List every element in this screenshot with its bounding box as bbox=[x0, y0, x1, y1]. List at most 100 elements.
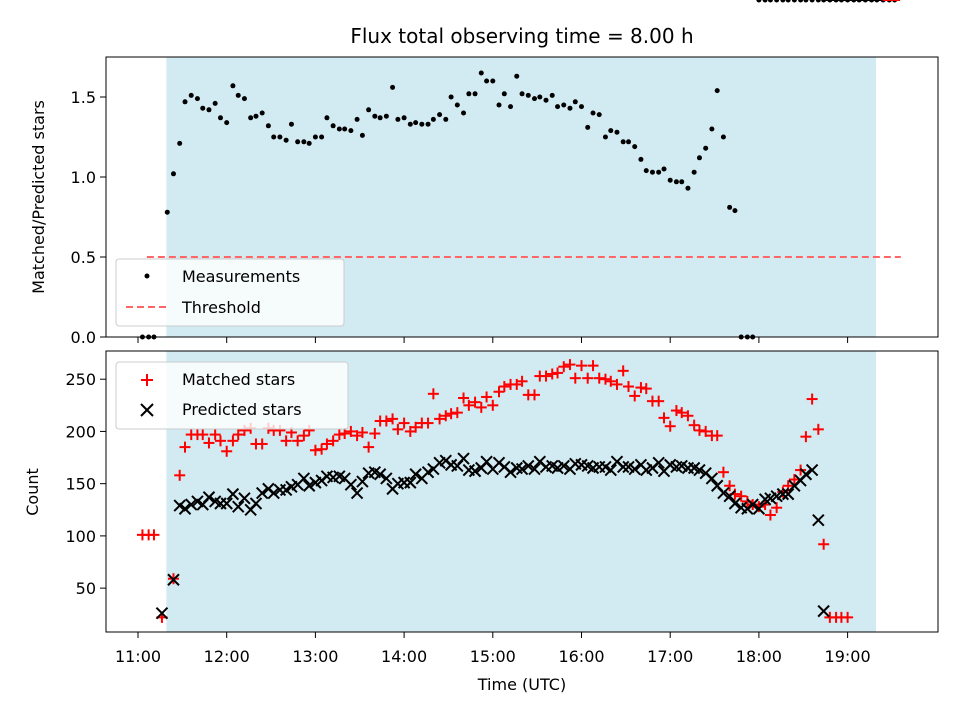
measurement-point bbox=[164, 209, 170, 215]
measurement-point bbox=[667, 177, 673, 183]
measurement-point bbox=[514, 73, 520, 79]
measurement-point bbox=[803, 0, 809, 3]
y-tick-label: 150 bbox=[65, 475, 96, 494]
matched-stars-point bbox=[558, 361, 570, 373]
matched-stars-point bbox=[582, 372, 594, 384]
count-panel-frame bbox=[105, 350, 939, 633]
matched-stars-point bbox=[298, 430, 310, 442]
measurement-point bbox=[714, 88, 720, 94]
measurement-point bbox=[656, 169, 662, 175]
measurement-point bbox=[425, 121, 431, 127]
matched-stars-point bbox=[676, 407, 688, 419]
matched-stars-point bbox=[688, 419, 700, 431]
matched-stars-point bbox=[475, 401, 487, 413]
measurement-point bbox=[762, 0, 768, 3]
measurement-point bbox=[496, 102, 502, 108]
predicted-stars-point bbox=[799, 468, 813, 481]
measurement-point bbox=[649, 169, 655, 175]
measurement-point bbox=[454, 102, 460, 108]
measurement-point bbox=[200, 105, 206, 111]
y-tick-label: 50 bbox=[76, 579, 96, 598]
matched-stars-point bbox=[203, 437, 215, 449]
count-marks bbox=[136, 0, 901, 623]
ratio-legend-box bbox=[115, 258, 345, 327]
measurement-point bbox=[472, 91, 478, 97]
measurement-point bbox=[306, 140, 312, 146]
y-tick-label: 250 bbox=[65, 370, 96, 389]
ratio-marks bbox=[139, 0, 901, 340]
matched-stars-point bbox=[546, 368, 558, 380]
x-tick-label: 19:00 bbox=[825, 647, 871, 666]
measurement-point bbox=[235, 92, 241, 98]
measurement-point bbox=[212, 100, 218, 106]
x-axis-label: Time (UTC) bbox=[477, 675, 566, 694]
matched-stars-point bbox=[693, 424, 705, 436]
measurement-point bbox=[703, 145, 709, 151]
matched-stars-point bbox=[623, 381, 635, 393]
x-tick-label: 12:00 bbox=[204, 647, 250, 666]
measurement-point bbox=[461, 110, 467, 116]
matched-stars-point bbox=[658, 412, 670, 424]
y-tick-label: 0.0 bbox=[71, 328, 96, 347]
x-tick-label: 13:00 bbox=[292, 647, 338, 666]
predicted-stars-point bbox=[350, 486, 364, 500]
measurement-point bbox=[354, 116, 360, 122]
x-tick-label: 16:00 bbox=[558, 647, 604, 666]
measurement-point bbox=[572, 99, 578, 105]
predicted-stars-point bbox=[728, 497, 742, 510]
measurement-point bbox=[484, 78, 490, 84]
matched-stars-point bbox=[463, 399, 475, 411]
measurement-point bbox=[590, 110, 596, 116]
matched-stars-point bbox=[440, 410, 452, 422]
matched-stars-point bbox=[174, 469, 186, 481]
predicted-stars-point bbox=[155, 606, 169, 620]
measurement-point bbox=[732, 208, 738, 214]
predicted-stars-point bbox=[373, 468, 387, 481]
predicted-stars-point bbox=[693, 463, 706, 477]
measurement-point bbox=[696, 155, 702, 161]
predicted-stars-point bbox=[185, 498, 198, 511]
measurement-point bbox=[596, 112, 602, 118]
matched-stars-point bbox=[800, 431, 812, 443]
measurement-point bbox=[177, 140, 183, 146]
matched-stars-point bbox=[735, 490, 747, 502]
count-y-axis-label: Count bbox=[23, 468, 42, 516]
measurement-point bbox=[767, 0, 773, 3]
measurement-point bbox=[383, 113, 389, 119]
measurement-point bbox=[756, 0, 762, 3]
measurement-point bbox=[466, 91, 472, 97]
measurement-point bbox=[259, 110, 265, 116]
y-tick-label: 100 bbox=[65, 527, 96, 546]
measurement-point bbox=[490, 78, 496, 84]
x-tick-label: 18:00 bbox=[736, 647, 782, 666]
measurement-point bbox=[206, 107, 212, 113]
measurement-point bbox=[182, 99, 188, 105]
predicted-stars-point bbox=[752, 502, 766, 515]
x-tick-label: 15:00 bbox=[470, 647, 516, 666]
measurement-point bbox=[614, 129, 620, 135]
x-tick-label: 11:00 bbox=[115, 647, 161, 666]
measurement-point bbox=[679, 179, 685, 185]
matched-stars-point bbox=[458, 392, 470, 404]
predicted-stars-point bbox=[528, 462, 541, 476]
matched-stars-point bbox=[427, 388, 439, 400]
legend-predicted-label: Predicted stars bbox=[182, 400, 302, 419]
matched-stars-point bbox=[469, 396, 481, 408]
matched-stars-point bbox=[256, 438, 268, 450]
predicted-stars-point bbox=[628, 462, 641, 476]
measurement-point bbox=[277, 134, 283, 140]
matched-stars-point bbox=[788, 473, 800, 485]
predicted-stars-point bbox=[344, 478, 358, 491]
matched-stars-point bbox=[434, 413, 446, 425]
measurement-point bbox=[709, 126, 715, 132]
predicted-stars-point bbox=[805, 463, 819, 477]
predicted-stars-point bbox=[717, 486, 730, 500]
measurement-point bbox=[443, 116, 449, 122]
measurement-point bbox=[519, 91, 525, 97]
matched-stars-point bbox=[717, 466, 729, 478]
matched-stars-point bbox=[333, 429, 345, 441]
matched-stars-point bbox=[611, 378, 623, 390]
matched-stars-point bbox=[398, 417, 410, 429]
matched-stars-point bbox=[564, 359, 576, 371]
matched-stars-point bbox=[635, 382, 647, 394]
